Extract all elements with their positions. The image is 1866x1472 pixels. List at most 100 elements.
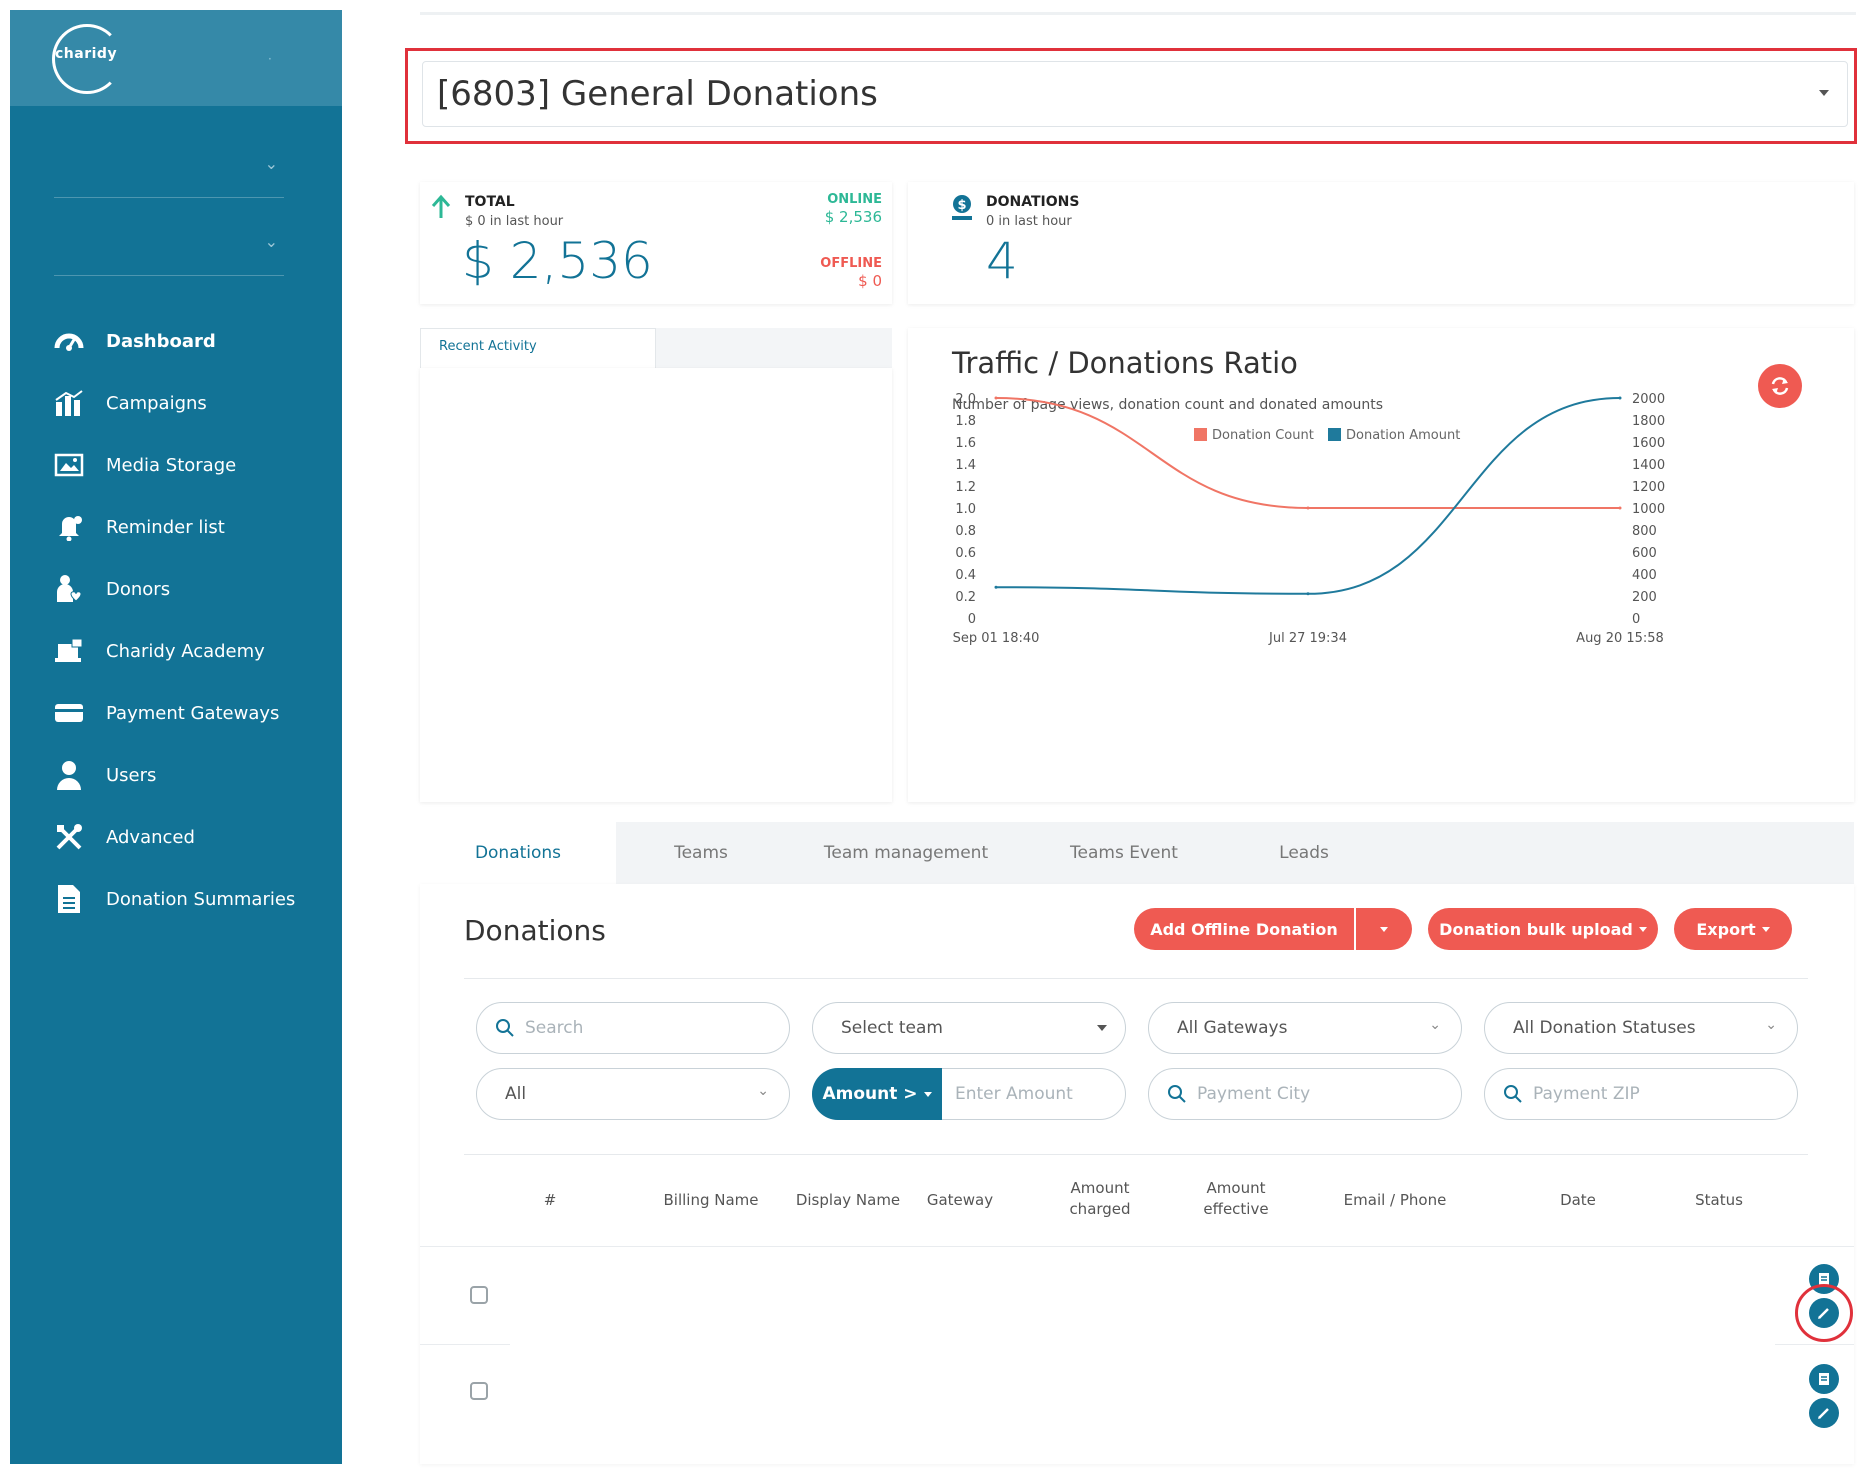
- sidebar-item-dashboard[interactable]: Dashboard: [10, 310, 342, 372]
- sidebar-item-label: Dashboard: [106, 330, 216, 352]
- receipt-icon: [1819, 1373, 1829, 1385]
- amount-operator-button[interactable]: Amount >: [812, 1068, 942, 1120]
- caret-down-icon: [1819, 90, 1829, 96]
- campaign-select-value: [6803] General Donations: [437, 74, 878, 114]
- y-left-tick-label: 1.6: [955, 436, 976, 451]
- row-checkbox[interactable]: [470, 1382, 488, 1400]
- legend-label: Donation Amount: [1346, 428, 1460, 443]
- collapse-dot-icon[interactable]: ·: [268, 52, 272, 66]
- donation-statuses-dropdown[interactable]: All Donation Statuses ⌄: [1484, 1002, 1798, 1054]
- payment-city-input[interactable]: Payment City: [1148, 1068, 1462, 1120]
- column-header-number[interactable]: #: [543, 1191, 557, 1209]
- add-offline-donation-button[interactable]: Add Offline Donation: [1134, 908, 1354, 950]
- sidebar-select-campaign[interactable]: ⌄: [54, 206, 284, 276]
- tab-donations[interactable]: Donations: [420, 822, 616, 884]
- select-team-dropdown[interactable]: Select team: [812, 1002, 1126, 1054]
- sidebar-item-users[interactable]: Users: [10, 744, 342, 806]
- donations-count-card: $ DONATIONS 0 in last hour 4: [908, 182, 1854, 304]
- y-right-tick-label: 1600: [1632, 436, 1665, 451]
- tab-team-management[interactable]: Team management: [823, 843, 989, 863]
- row-edit-button[interactable]: [1809, 1398, 1839, 1428]
- donations-panel: Donations Add Offline Donation Donation …: [420, 884, 1854, 1464]
- dashboard-gauge-icon: [52, 326, 86, 356]
- column-header-email-phone[interactable]: Email / Phone: [1343, 1191, 1447, 1209]
- total-sub: $ 0 in last hour: [465, 214, 564, 229]
- column-header-display-name[interactable]: Display Name: [795, 1191, 901, 1209]
- total-card: TOTAL $ 0 in last hour $ 2,536 ONLINE $ …: [420, 182, 892, 304]
- online-label: ONLINE: [827, 192, 882, 207]
- sidebar-select-org[interactable]: ⌄: [54, 128, 284, 198]
- top-divider: [420, 12, 1856, 15]
- row-checkbox[interactable]: [470, 1286, 488, 1304]
- x-tick-label: Jul 27 19:34: [1268, 631, 1347, 646]
- tab-leads[interactable]: Leads: [1279, 843, 1329, 863]
- charidy-logo[interactable]: [52, 24, 122, 94]
- academy-laptop-icon: [52, 636, 86, 666]
- column-header-date[interactable]: Date: [1560, 1191, 1596, 1209]
- type-dropdown[interactable]: All ⌄: [476, 1068, 790, 1120]
- legend-swatch: [1194, 428, 1207, 441]
- sidebar-header: charidy ·: [10, 10, 342, 106]
- sidebar-item-label: Charidy Academy: [106, 640, 265, 662]
- amount-placeholder: Enter Amount: [955, 1084, 1073, 1104]
- campaigns-chart-icon: [52, 388, 86, 418]
- column-header-gateway[interactable]: Gateway: [926, 1191, 994, 1209]
- sidebar-item-campaigns[interactable]: Campaigns: [10, 372, 342, 434]
- campaign-highlight: [6803] General Donations: [405, 48, 1857, 144]
- chevron-down-icon: ⌄: [1765, 1017, 1777, 1033]
- select-team-value: Select team: [841, 1018, 943, 1038]
- gateways-dropdown[interactable]: All Gateways ⌄: [1148, 1002, 1462, 1054]
- y-left-tick-label: 0.4: [955, 568, 976, 583]
- export-button[interactable]: Export: [1674, 908, 1792, 950]
- sidebar-item-label: Donors: [106, 578, 171, 600]
- tools-icon: [52, 822, 86, 852]
- search-icon: [1168, 1085, 1186, 1103]
- sidebar-item-label: Media Storage: [106, 454, 237, 476]
- y-left-tick-label: 0.6: [955, 546, 976, 561]
- column-header-amount-effective[interactable]: Amount effective: [1203, 1179, 1269, 1218]
- donations-title: DONATIONS: [986, 194, 1080, 210]
- data-point: [1306, 592, 1310, 596]
- caret-down-icon: [1638, 926, 1647, 932]
- sidebar-item-label: Users: [106, 764, 157, 786]
- sidebar-item-donation-summaries[interactable]: Donation Summaries: [10, 868, 342, 930]
- row-divider: [420, 1344, 510, 1345]
- sidebar-item-reminder-list[interactable]: Reminder list: [10, 496, 342, 558]
- search-icon: [1504, 1085, 1522, 1103]
- reminder-bell-icon: [52, 512, 86, 542]
- sidebar-item-payment-gateways[interactable]: Payment Gateways: [10, 682, 342, 744]
- donation-bulk-upload-button[interactable]: Donation bulk upload: [1428, 908, 1658, 950]
- tab-recent-activity[interactable]: Recent Activity: [420, 328, 656, 368]
- payment-zip-input[interactable]: Payment ZIP: [1484, 1068, 1798, 1120]
- y-right-tick-label: 800: [1632, 524, 1657, 539]
- campaign-select[interactable]: [6803] General Donations: [422, 61, 1848, 127]
- amount-operator-label: Amount >: [822, 1084, 918, 1104]
- online-value: $ 2,536: [824, 208, 882, 226]
- search-input[interactable]: Search: [476, 1002, 790, 1054]
- row-view-button[interactable]: [1809, 1364, 1839, 1394]
- donation-coin-icon: $: [952, 195, 972, 220]
- sidebar-item-charidy-academy[interactable]: Charidy Academy: [10, 620, 342, 682]
- tab-teams-event[interactable]: Teams Event: [1070, 843, 1178, 863]
- refresh-icon: [1771, 377, 1789, 395]
- column-header-billing-name[interactable]: Billing Name: [663, 1191, 759, 1209]
- traffic-chart-card: Traffic / Donations Ratio Number of page…: [908, 328, 1854, 802]
- chart-title: Traffic / Donations Ratio: [952, 346, 1298, 380]
- export-label: Export: [1696, 919, 1756, 939]
- data-point: [1618, 506, 1622, 510]
- tab-teams[interactable]: Teams: [674, 843, 728, 863]
- column-header-status[interactable]: Status: [1695, 1191, 1743, 1209]
- add-offline-dropdown-button[interactable]: [1356, 908, 1412, 950]
- chevron-down-icon: ⌄: [264, 232, 278, 251]
- refresh-button[interactable]: [1758, 364, 1802, 408]
- column-header-amount-charged[interactable]: Amount charged: [1069, 1179, 1131, 1218]
- y-right-tick-label: 400: [1632, 568, 1657, 583]
- sidebar-nav: Dashboard Campaigns Media Storage Remind…: [10, 310, 342, 930]
- sidebar: charidy · ⌄ ⌄ Dashboard Campaigns Media …: [10, 10, 342, 1464]
- sidebar-item-media-storage[interactable]: Media Storage: [10, 434, 342, 496]
- row-divider: [1775, 1344, 1854, 1345]
- sidebar-item-donors[interactable]: Donors: [10, 558, 342, 620]
- svg-text:$: $: [957, 198, 966, 213]
- arrow-up-icon: [431, 194, 451, 218]
- sidebar-item-advanced[interactable]: Advanced: [10, 806, 342, 868]
